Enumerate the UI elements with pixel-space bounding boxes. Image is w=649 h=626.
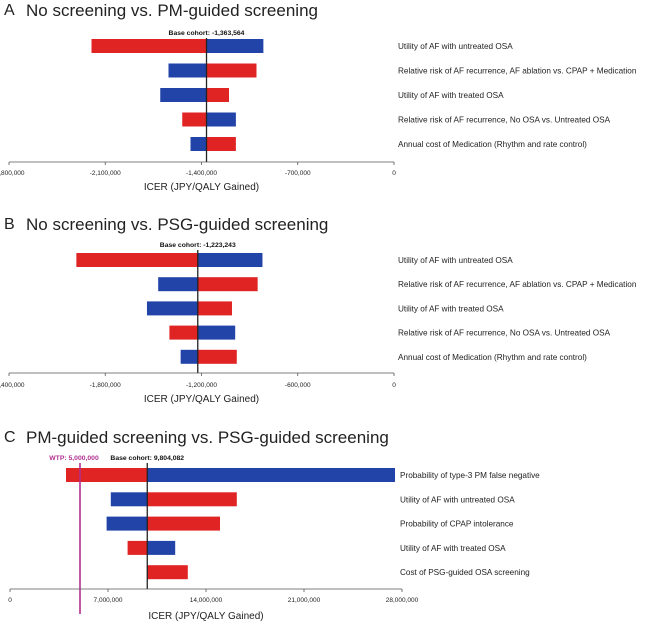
bar-low <box>206 88 229 102</box>
parameter-label: Utility of AF with treated OSA <box>398 304 504 313</box>
bar-low <box>66 468 148 482</box>
bar-low <box>197 349 237 364</box>
panel-letter: C <box>4 429 16 446</box>
x-tick-label: 14,000,000 <box>190 597 223 604</box>
bar-high <box>197 325 236 340</box>
parameter-label: Annual cost of Medication (Rhythm and ra… <box>398 140 587 149</box>
parameter-label: Probability of type-3 PM false negative <box>400 471 540 480</box>
panel-a: A No screening vs. PM-guided screening U… <box>0 1 649 194</box>
bar-low <box>127 540 148 555</box>
bar-high <box>110 492 148 507</box>
bar-low <box>147 492 237 507</box>
x-tick-label: -1,400,000 <box>186 170 217 177</box>
chart-title: PM-guided screening vs. PSG-guided scree… <box>26 428 389 447</box>
parameter-label: Relative risk of AF recurrence, AF ablat… <box>398 67 637 76</box>
x-tick-label: -2,400,000 <box>0 382 25 389</box>
bar-high <box>190 137 207 151</box>
panel-letter: A <box>4 2 15 19</box>
bar-high <box>168 63 207 78</box>
bar-high <box>180 349 198 364</box>
x-tick-label: 0 <box>8 597 12 604</box>
x-tick-label: -2,100,000 <box>90 170 121 177</box>
parameter-label: Utility of AF with untreated OSA <box>398 42 513 51</box>
bar-high <box>160 88 207 102</box>
base-cohort-label: Base cohort: 9,804,082 <box>110 455 184 462</box>
bar-low <box>197 277 258 292</box>
bar-low <box>206 63 257 78</box>
x-tick-label: -700,000 <box>285 170 311 177</box>
parameter-label: Utility of AF with untreated OSA <box>400 495 515 504</box>
bar-low <box>147 516 220 531</box>
x-tick-label: -1,800,000 <box>90 382 121 389</box>
bar-high <box>147 540 176 555</box>
parameter-label: Relative risk of AF recurrence, No OSA v… <box>398 116 611 125</box>
x-tick-label: 7,000,000 <box>94 597 123 604</box>
parameter-label: Annual cost of Medication (Rhythm and ra… <box>398 353 587 362</box>
parameter-label: Probability of CPAP intolerance <box>400 520 514 529</box>
x-tick-label: 28,000,000 <box>386 597 419 604</box>
bar-low <box>197 301 232 316</box>
x-tick-label: 0 <box>392 170 396 177</box>
bar-high <box>147 468 395 482</box>
x-tick-label: -2,800,000 <box>0 170 25 177</box>
bar-low <box>182 112 207 127</box>
panel-letter: B <box>4 216 15 233</box>
bar-low <box>147 565 188 580</box>
base-cohort-label: Base cohort: -1,223,243 <box>160 242 236 249</box>
x-axis-label: ICER (JPY/QALY Gained) <box>144 182 259 193</box>
x-axis-label: ICER (JPY/QALY Gained) <box>144 394 259 405</box>
x-tick-label: -600,000 <box>285 382 311 389</box>
bar-low <box>91 39 207 53</box>
panel-b: B No screening vs. PSG-guided screening … <box>0 215 649 408</box>
x-axis-label: ICER (JPY/QALY Gained) <box>148 611 263 622</box>
parameter-label: Relative risk of AF recurrence, No OSA v… <box>398 329 611 338</box>
parameter-label: Relative risk of AF recurrence, AF ablat… <box>398 280 637 289</box>
parameter-label: Utility of AF with untreated OSA <box>398 256 513 265</box>
bar-high <box>197 253 263 267</box>
tornado-chart-b: Utility of AF with untreated OSA Relative… <box>0 242 637 405</box>
tornado-chart-c: Probability of type-3 PM false negative U… <box>8 455 540 622</box>
base-cohort-label: Base cohort: -1,363,564 <box>169 30 245 37</box>
wtp-label: WTP: 5,000,000 <box>49 455 99 462</box>
parameter-label: Utility of AF with treated OSA <box>398 91 504 100</box>
parameter-label: Cost of PSG-guided OSA screening <box>400 568 530 577</box>
x-tick-label: -1,200,000 <box>186 382 217 389</box>
bar-low <box>76 253 198 267</box>
bar-high <box>206 39 264 53</box>
chart-title: No screening vs. PM-guided screening <box>26 1 318 20</box>
tornado-chart-a: Utility of AF with untreated OSA Relative… <box>0 30 637 193</box>
bar-high <box>158 277 198 292</box>
bar-low <box>169 325 198 340</box>
panel-c: C PM-guided screening vs. PSG-guided scr… <box>0 428 649 626</box>
parameter-label: Utility of AF with treated OSA <box>400 544 506 553</box>
bar-low <box>206 137 236 151</box>
bar-high <box>206 112 236 127</box>
bar-high <box>146 301 198 316</box>
bar-high <box>106 516 148 531</box>
x-tick-label: 0 <box>392 382 396 389</box>
x-tick-label: 21,000,000 <box>288 597 321 604</box>
chart-title: No screening vs. PSG-guided screening <box>26 215 329 234</box>
